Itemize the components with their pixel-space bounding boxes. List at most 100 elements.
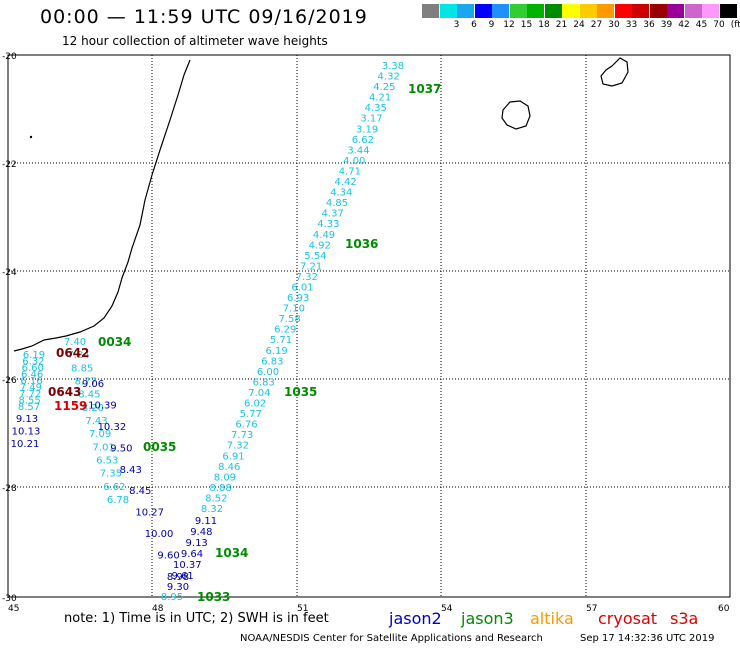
lat-tick-label: -24 <box>2 268 17 278</box>
swh-value: 9.50 <box>110 443 132 454</box>
legend-label: 33 <box>625 20 638 30</box>
swh-value: 8.55 <box>18 396 40 407</box>
swh-value: 7.10 <box>283 304 305 315</box>
legend-swatch <box>597 4 614 18</box>
swh-value: 6.62 <box>352 135 374 146</box>
satellite-altika: altika <box>530 609 574 628</box>
legend-swatch <box>579 4 597 18</box>
swh-value: 8.09 <box>214 472 236 483</box>
swh-value: 6.83 <box>253 377 275 388</box>
pass-time-1159: 1159 <box>54 399 87 413</box>
reunion-island-coastline <box>501 100 531 130</box>
swh-value: 8.52 <box>205 493 227 504</box>
swh-value: 6.93 <box>287 293 309 304</box>
legend-swatch <box>684 4 702 18</box>
satellite-jason2: jason2 <box>389 609 442 628</box>
swh-value: 6.32 <box>22 357 44 368</box>
lat-tick-label: -30 <box>2 594 17 604</box>
legend-label: 21 <box>555 20 568 30</box>
swh-value: 6.02 <box>244 399 266 410</box>
legend-unit: (ft) <box>730 20 740 30</box>
legend-label: 36 <box>643 20 655 30</box>
swh-value: 7.24 <box>67 350 89 361</box>
swh-value: 6.29 <box>274 325 296 336</box>
swh-value: 4.34 <box>330 188 352 199</box>
swh-value: 6.76 <box>235 420 257 431</box>
altimeter-tracks: 3.384.324.254.214.353.173.196.623.444.00… <box>11 61 404 603</box>
pass-time-0643: 0643 <box>48 385 81 399</box>
swh-value: 8.95 <box>161 592 183 603</box>
legend-label: 30 <box>608 20 620 30</box>
swh-value: 7.04 <box>248 388 270 399</box>
lon-tick-label: 60 <box>718 604 730 614</box>
swh-value: 9.60 <box>157 551 179 562</box>
legend-swatch <box>439 4 457 18</box>
map-title: 00:00 — 11:59 UTC 09/16/2019 <box>40 6 368 28</box>
swh-value: 4.00 <box>343 156 365 167</box>
swh-value: 7.35 <box>100 469 122 480</box>
legend-swatch <box>667 4 684 18</box>
legend-swatch <box>649 4 667 18</box>
legend-swatch <box>457 4 474 18</box>
pass-time-1033: 1033 <box>197 590 230 604</box>
swh-value: 4.42 <box>334 177 356 188</box>
swh-value: 9.64 <box>181 549 203 560</box>
legend-label: 18 <box>538 20 550 30</box>
map-frame <box>7 54 731 598</box>
swh-value: 6.91 <box>222 451 244 462</box>
swh-value: 7.43 <box>85 416 107 427</box>
swh-value: 7.49 <box>20 383 42 394</box>
legend-label: 27 <box>590 20 603 30</box>
swh-value: 10.32 <box>98 422 127 433</box>
lon-tick-label: 45 <box>8 604 19 614</box>
swh-value: 7.09 <box>89 429 111 440</box>
swh-value: 6.60 <box>22 363 44 374</box>
swh-value: 6.00 <box>257 367 279 378</box>
swh-value: 6.53 <box>96 456 118 467</box>
swh-value: 9.13 <box>16 414 38 425</box>
swh-value: 9.48 <box>190 527 212 538</box>
swh-value: 8.45 <box>129 486 151 497</box>
satellite-s3a: s3a <box>670 609 699 628</box>
lon-tick-label: 54 <box>441 604 453 614</box>
legend-swatch <box>492 4 509 18</box>
swh-value: 3.44 <box>347 145 369 156</box>
legend-swatch <box>544 4 562 18</box>
footer-credit: NOAA/NESDIS Center for Satellite Applica… <box>240 633 543 644</box>
swh-value: 3.17 <box>360 114 382 125</box>
swh-value: 6.46 <box>21 370 43 381</box>
legend-label: 70 <box>713 20 725 30</box>
swh-value: 6.19 <box>23 350 45 361</box>
swh-value: 9.11 <box>195 516 217 527</box>
swh-value: 5.77 <box>240 409 262 420</box>
swh-value: 10.13 <box>12 427 41 438</box>
islet-marker <box>29 135 33 139</box>
footer-timestamp: Sep 17 14:32:36 UTC 2019 <box>580 633 715 644</box>
pass-time-0034: 0034 <box>98 335 131 349</box>
lat-lon-grid <box>7 54 731 598</box>
pass-time-0035: 0035 <box>143 440 176 454</box>
pass-time-1036: 1036 <box>345 237 378 251</box>
swh-value: 4.35 <box>365 103 387 114</box>
lon-tick-label: 48 <box>152 604 164 614</box>
pass-time-1034: 1034 <box>215 546 248 560</box>
swh-value: 9.61 <box>172 571 194 582</box>
swh-value: 9.30 <box>167 582 189 593</box>
legend-swatch <box>474 4 492 18</box>
swh-value: 4.71 <box>339 166 361 177</box>
coastlines <box>13 57 629 352</box>
swh-value: 8.46 <box>218 462 240 473</box>
legend-swatch <box>527 4 544 18</box>
lat-tick-label: -28 <box>2 484 17 494</box>
legend-label: 3 <box>453 20 460 30</box>
swh-value: 6.16 <box>20 376 42 387</box>
pass-time-1037: 1037 <box>408 82 441 96</box>
pass-time-0642: 0642 <box>56 346 89 360</box>
swh-value: 8.32 <box>201 504 223 515</box>
swh-value: 7.01 <box>93 442 115 453</box>
pass-time-1035: 1035 <box>284 385 317 399</box>
swh-value: 4.25 <box>373 82 395 93</box>
swh-value: 8.98 <box>167 572 189 583</box>
